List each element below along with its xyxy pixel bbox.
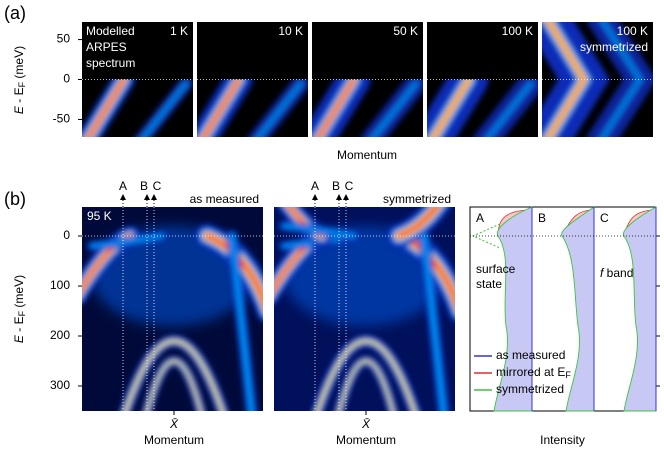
caption-line: spectrum — [86, 56, 135, 70]
temperature: 100 K — [617, 24, 648, 38]
temperature: 10 K — [278, 24, 303, 38]
temperature: 95 K — [87, 209, 112, 223]
x-tick-label: X̄ — [169, 417, 179, 431]
y-tick-label: 300 — [50, 378, 70, 392]
column-label: A — [476, 211, 484, 225]
y-tick-label: 50 — [57, 32, 71, 46]
surface-state-label: state — [476, 277, 502, 291]
surface-state-label: surface — [476, 262, 516, 276]
cut-label: A — [311, 179, 319, 193]
note: as measured — [190, 192, 259, 206]
temperature: 50 K — [393, 24, 418, 38]
legend-label: symmetrized — [496, 382, 564, 396]
note: symmetrized — [580, 40, 648, 54]
legend-label: as measured — [496, 348, 565, 362]
legend-name: as measured — [496, 348, 565, 362]
y-label-unit: (meV) — [12, 46, 26, 82]
temperature: 1 K — [170, 24, 188, 38]
y-tick-label: -50 — [53, 112, 71, 126]
legend-label: mirrored at EF — [496, 365, 571, 380]
note: symmetrized — [383, 192, 451, 206]
x-axis-label: Intensity — [540, 433, 585, 447]
column-label: C — [600, 211, 609, 225]
caption-line: Modelled — [86, 24, 135, 38]
cut-label: B — [140, 179, 148, 193]
y-axis-label: E - EF (meV) — [12, 46, 27, 114]
legend-sub: F — [565, 370, 571, 380]
y-tick-label: 200 — [50, 328, 70, 342]
y-tick-label: 100 — [50, 278, 70, 292]
y-axis-label: E - EF (meV) — [12, 275, 27, 343]
cut-label: B — [332, 179, 340, 193]
legend-name: symmetrized — [496, 382, 564, 396]
legend-name: mirrored at E — [496, 365, 565, 379]
column-label: B — [538, 211, 546, 225]
cut-label: C — [345, 179, 354, 193]
x-axis-label: Momentum — [336, 433, 396, 447]
panel-label: (a) — [4, 3, 26, 23]
f-band-rest: band — [603, 266, 633, 280]
caption-line: ARPES — [86, 40, 127, 54]
figure: (a) E - EF (meV) 50 0 -50 1 K Modelled ARPES spe… — [0, 0, 664, 458]
x-axis-label: Momentum — [337, 148, 397, 162]
y-tick-label: 0 — [63, 228, 70, 242]
y-tick-label: 0 — [63, 72, 70, 86]
f-band-label: f band — [600, 266, 633, 280]
y-label-mid: - E — [12, 316, 26, 335]
y-label-mid: - E — [12, 87, 26, 106]
cut-label: C — [153, 179, 162, 193]
y-label-unit: (meV) — [12, 275, 26, 311]
x-tick-label: X̄ — [361, 417, 371, 431]
panel-label: (b) — [4, 189, 26, 209]
x-axis-label: Momentum — [144, 433, 204, 447]
temperature: 100 K — [502, 24, 533, 38]
cut-label: A — [119, 179, 127, 193]
